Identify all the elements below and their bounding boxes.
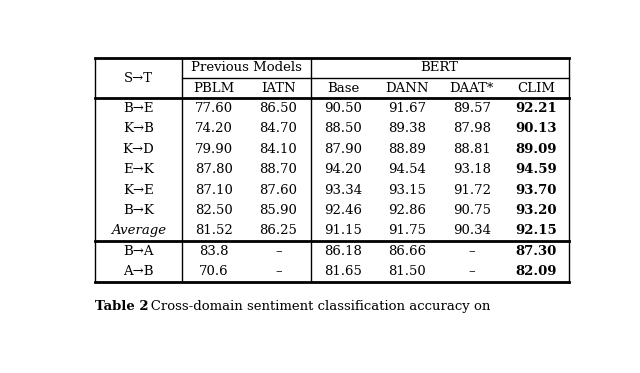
- Text: K→E: K→E: [123, 184, 154, 197]
- Text: 94.20: 94.20: [324, 163, 362, 176]
- Text: –: –: [468, 245, 475, 258]
- Text: 87.90: 87.90: [324, 143, 362, 156]
- Text: IATN: IATN: [261, 82, 296, 95]
- Text: 91.67: 91.67: [388, 102, 426, 115]
- Text: 82.50: 82.50: [195, 204, 233, 217]
- Text: 89.57: 89.57: [453, 102, 491, 115]
- Text: 91.15: 91.15: [324, 224, 362, 237]
- Text: 90.34: 90.34: [453, 224, 491, 237]
- Text: 92.15: 92.15: [515, 224, 557, 237]
- Text: : Cross-domain sentiment classification accuracy on: : Cross-domain sentiment classification …: [142, 300, 490, 313]
- Text: 81.52: 81.52: [195, 224, 233, 237]
- Text: 85.90: 85.90: [260, 204, 298, 217]
- Text: 91.75: 91.75: [388, 224, 426, 237]
- Text: 88.89: 88.89: [388, 143, 426, 156]
- Text: 87.30: 87.30: [516, 245, 557, 258]
- Text: 88.70: 88.70: [260, 163, 298, 176]
- Text: DAAT*: DAAT*: [450, 82, 494, 95]
- Text: –: –: [468, 265, 475, 278]
- Text: 87.10: 87.10: [195, 184, 233, 197]
- Text: B→E: B→E: [123, 102, 154, 115]
- Text: K→B: K→B: [123, 122, 154, 135]
- Text: 88.81: 88.81: [453, 143, 491, 156]
- Text: 82.09: 82.09: [516, 265, 557, 278]
- Text: 92.86: 92.86: [388, 204, 426, 217]
- Text: 93.34: 93.34: [324, 184, 362, 197]
- Text: 92.21: 92.21: [515, 102, 557, 115]
- Text: 79.90: 79.90: [195, 143, 233, 156]
- Text: 87.98: 87.98: [453, 122, 491, 135]
- Text: Previous Models: Previous Models: [191, 62, 301, 74]
- Text: 92.46: 92.46: [324, 204, 362, 217]
- Text: CLIM: CLIM: [517, 82, 556, 95]
- Text: A→B: A→B: [123, 265, 154, 278]
- Text: 93.15: 93.15: [388, 184, 426, 197]
- Text: K→D: K→D: [122, 143, 154, 156]
- Text: 93.20: 93.20: [516, 204, 557, 217]
- Text: 86.25: 86.25: [260, 224, 298, 237]
- Text: 81.65: 81.65: [324, 265, 362, 278]
- Text: Average: Average: [111, 224, 166, 237]
- Text: 81.50: 81.50: [388, 265, 426, 278]
- Text: 84.70: 84.70: [260, 122, 298, 135]
- Text: S→T: S→T: [124, 72, 153, 85]
- Text: 90.13: 90.13: [516, 122, 557, 135]
- Text: B→K: B→K: [123, 204, 154, 217]
- Text: 93.18: 93.18: [453, 163, 491, 176]
- Text: 91.72: 91.72: [453, 184, 491, 197]
- Text: E→K: E→K: [123, 163, 154, 176]
- Text: 90.50: 90.50: [324, 102, 362, 115]
- Text: 90.75: 90.75: [453, 204, 491, 217]
- Text: 74.20: 74.20: [195, 122, 233, 135]
- Text: –: –: [275, 265, 282, 278]
- Text: 86.66: 86.66: [388, 245, 426, 258]
- Text: 87.60: 87.60: [259, 184, 298, 197]
- Text: Base: Base: [327, 82, 359, 95]
- Text: DANN: DANN: [386, 82, 429, 95]
- Text: 86.18: 86.18: [324, 245, 362, 258]
- Text: 89.38: 89.38: [388, 122, 426, 135]
- Text: 94.54: 94.54: [388, 163, 426, 176]
- Text: 87.80: 87.80: [195, 163, 233, 176]
- Text: 86.50: 86.50: [260, 102, 298, 115]
- Text: 83.8: 83.8: [199, 245, 228, 258]
- Text: 94.59: 94.59: [515, 163, 557, 176]
- Text: BERT: BERT: [420, 62, 459, 74]
- Text: –: –: [275, 245, 282, 258]
- Text: 88.50: 88.50: [324, 122, 362, 135]
- Text: 70.6: 70.6: [199, 265, 229, 278]
- Text: Table 2: Table 2: [95, 300, 148, 313]
- Text: 84.10: 84.10: [260, 143, 298, 156]
- Text: B→A: B→A: [123, 245, 154, 258]
- Text: 89.09: 89.09: [516, 143, 557, 156]
- Text: 77.60: 77.60: [195, 102, 233, 115]
- Text: 93.70: 93.70: [516, 184, 557, 197]
- Text: PBLM: PBLM: [193, 82, 235, 95]
